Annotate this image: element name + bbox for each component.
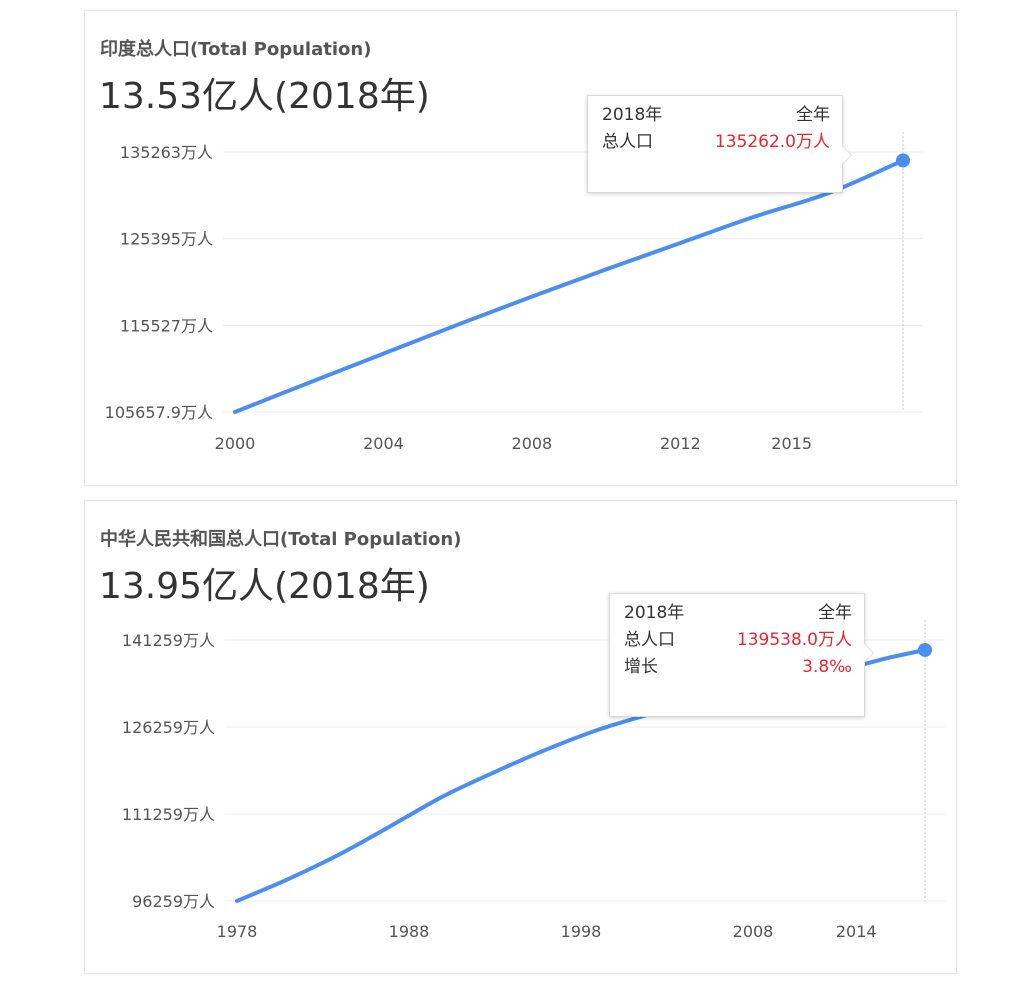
- y-tick-label: 126259万人: [122, 718, 215, 737]
- series-line: [233, 158, 905, 414]
- y-tick-label: 105657.9万人: [105, 403, 213, 422]
- data-point[interactable]: [918, 642, 932, 657]
- china-population-chart[interactable]: 96259万人 111259万人 126259万人 141259万人 1978 1988 1…: [85, 501, 956, 973]
- y-tick-label: 115527万人: [120, 316, 213, 335]
- india-population-card: 印度总人口(Total Population) 13.53亿人(2018年) 1…: [84, 10, 957, 486]
- chart-tooltip: 2018年 全年 总人口 139538.0万人 增长 3.8‰: [609, 593, 865, 717]
- y-tick-label: 96259万人: [132, 892, 215, 911]
- chart-title: 中华人民共和国总人口(Total Population): [100, 529, 462, 550]
- x-tick-label: 2000: [215, 434, 256, 453]
- y-tick-label: 135263万人: [120, 143, 213, 162]
- y-tick-label: 141259万人: [122, 631, 215, 650]
- tooltip-header-row: 2018年 全年: [602, 102, 830, 129]
- tooltip-year: 2018年: [624, 603, 685, 623]
- tooltip-growth-value: 3.8‰: [802, 657, 852, 677]
- headline-value: 13.53亿人(2018年): [99, 76, 430, 117]
- chart-tooltip: 2018年 全年 总人口 135262.0万人: [587, 95, 843, 193]
- x-tick-label: 2008: [512, 434, 553, 453]
- x-tick-label: 1988: [389, 922, 430, 941]
- tooltip-population-label: 总人口: [624, 630, 675, 650]
- tooltip-period: 全年: [796, 105, 830, 125]
- tooltip-population-label: 总人口: [602, 132, 653, 152]
- y-tick-label: 125395万人: [120, 230, 213, 249]
- tooltip-population-value: 135262.0万人: [714, 132, 830, 152]
- tooltip-year: 2018年: [602, 105, 663, 125]
- data-point[interactable]: [896, 153, 910, 168]
- x-tick-label: 1978: [217, 922, 258, 941]
- x-tick-label: 2015: [771, 434, 812, 453]
- china-population-card: 中华人民共和国总人口(Total Population) 13.95亿人(201…: [84, 500, 957, 974]
- x-tick-label: 1998: [561, 922, 602, 941]
- tooltip-population-row: 总人口 139538.0万人: [624, 627, 852, 654]
- tooltip-growth-row: 增长 3.8‰: [624, 654, 852, 681]
- india-population-chart[interactable]: 105657.9万人 115527万人 125395万人 135263万人 2000 20…: [85, 11, 956, 485]
- x-tick-label: 2014: [836, 922, 877, 941]
- y-tick-label: 111259万人: [122, 805, 215, 824]
- tooltip-growth-label: 增长: [624, 657, 658, 677]
- tooltip-population-value: 139538.0万人: [736, 630, 852, 650]
- tooltip-header-row: 2018年 全年: [624, 600, 852, 627]
- chart-title: 印度总人口(Total Population): [100, 39, 372, 60]
- x-tick-label: 2004: [363, 434, 404, 453]
- headline-value: 13.95亿人(2018年): [99, 566, 430, 607]
- tooltip-period: 全年: [818, 603, 852, 623]
- x-tick-label: 2012: [660, 434, 701, 453]
- x-tick-label: 2008: [733, 922, 774, 941]
- tooltip-population-row: 总人口 135262.0万人: [602, 129, 830, 156]
